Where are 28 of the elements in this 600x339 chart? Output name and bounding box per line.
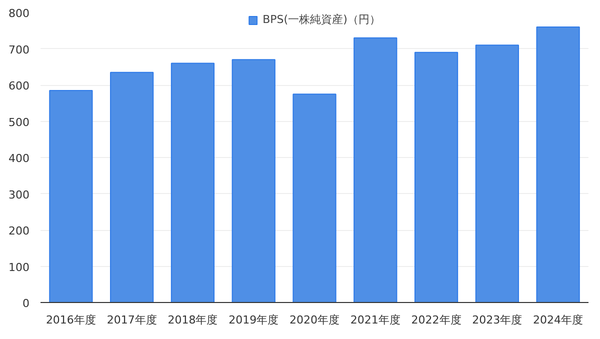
x-tick-label: 2020年度 xyxy=(290,314,340,326)
bar xyxy=(170,62,215,302)
y-tick-label: 800 xyxy=(8,7,30,20)
y-tick-label: 400 xyxy=(8,152,30,165)
legend-label: BPS(一株純資産)（円） xyxy=(262,12,380,27)
bar xyxy=(110,72,154,302)
bar xyxy=(49,90,93,302)
bar xyxy=(232,59,276,302)
y-tick-label: 200 xyxy=(8,224,30,238)
x-tick-label: 2023年度 xyxy=(472,314,522,326)
bar xyxy=(354,37,398,302)
x-tick-label: 2024年度 xyxy=(533,314,584,326)
x-tick-label: 2017年度 xyxy=(106,314,157,326)
x-tick-label: 2018年度 xyxy=(168,314,218,326)
bar xyxy=(475,44,519,302)
y-tick-label: 100 xyxy=(8,260,30,274)
x-tick-label: 2016年度 xyxy=(46,314,96,326)
y-tick-label: 0 xyxy=(22,297,30,310)
x-tick-label: 2022年度 xyxy=(411,314,462,326)
bar xyxy=(292,94,336,302)
x-tick-label: 2021年度 xyxy=(350,314,400,326)
y-tick-label: 500 xyxy=(8,116,30,129)
x-tick-label: 2019年度 xyxy=(228,314,279,326)
bar xyxy=(536,26,580,302)
y-tick-label: 700 xyxy=(8,43,30,56)
bar xyxy=(414,52,458,302)
y-tick-label: 600 xyxy=(8,80,30,92)
y-tick-label: 300 xyxy=(8,188,30,202)
